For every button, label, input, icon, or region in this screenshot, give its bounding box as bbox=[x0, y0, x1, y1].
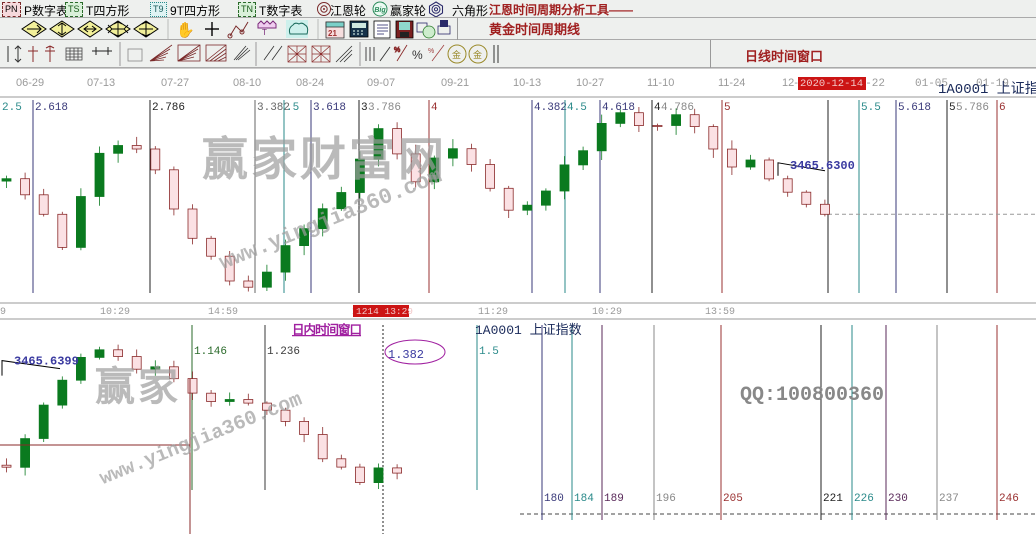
svg-text:5.5: 5.5 bbox=[861, 102, 881, 114]
svg-text:✋: ✋ bbox=[176, 21, 195, 39]
svg-text:21: 21 bbox=[328, 29, 337, 38]
svg-text:3465.6300: 3465.6300 bbox=[790, 159, 855, 173]
svg-text:180: 180 bbox=[544, 493, 564, 505]
svg-text:4.382: 4.382 bbox=[534, 102, 567, 114]
svg-text:QQ:100800360: QQ:100800360 bbox=[740, 384, 884, 407]
svg-text:10-13: 10-13 bbox=[513, 77, 541, 89]
svg-text:4: 4 bbox=[654, 102, 661, 114]
svg-text:06-29: 06-29 bbox=[16, 77, 44, 89]
svg-text:11-24: 11-24 bbox=[718, 77, 745, 89]
svg-text:赢家: 赢家 bbox=[95, 365, 181, 409]
svg-text:07-13: 07-13 bbox=[87, 77, 115, 89]
svg-text:Big: Big bbox=[374, 7, 386, 14]
svg-text:3.618: 3.618 bbox=[313, 102, 346, 114]
svg-text:07-27: 07-27 bbox=[161, 77, 189, 89]
svg-text:1.146: 1.146 bbox=[194, 346, 227, 358]
svg-text:9: 9 bbox=[0, 307, 6, 318]
svg-text:5: 5 bbox=[724, 102, 731, 114]
svg-text:4.618: 4.618 bbox=[602, 102, 635, 114]
svg-text:5.618: 5.618 bbox=[898, 102, 931, 114]
svg-text:2020-12-14: 2020-12-14 bbox=[800, 78, 863, 90]
svg-text:%: % bbox=[394, 47, 400, 54]
svg-text:08-24: 08-24 bbox=[296, 77, 324, 89]
svg-text:230: 230 bbox=[888, 493, 908, 505]
svg-text:4: 4 bbox=[431, 102, 438, 114]
svg-text:日内时间窗口: 日内时间窗口 bbox=[292, 322, 362, 337]
svg-text:1A0001 上证指数: 1A0001 上证指数 bbox=[938, 81, 1036, 98]
svg-text:1214 13:29: 1214 13:29 bbox=[356, 306, 413, 317]
svg-text:2.5: 2.5 bbox=[2, 102, 22, 114]
svg-text:246: 246 bbox=[999, 493, 1019, 505]
svg-text:2.786: 2.786 bbox=[152, 102, 185, 114]
svg-text:1A0001 上证指数: 1A0001 上证指数 bbox=[475, 323, 582, 338]
svg-text:%: % bbox=[428, 48, 434, 55]
svg-text:11:29: 11:29 bbox=[478, 307, 508, 318]
svg-text:4.5: 4.5 bbox=[567, 102, 587, 114]
svg-text:10-27: 10-27 bbox=[576, 77, 604, 89]
svg-text:2.618: 2.618 bbox=[35, 102, 68, 114]
svg-text:184: 184 bbox=[574, 493, 594, 505]
svg-text:3.786: 3.786 bbox=[368, 102, 401, 114]
svg-text:09-21: 09-21 bbox=[441, 77, 469, 89]
svg-text:.5: .5 bbox=[286, 102, 299, 114]
svg-text:金: 金 bbox=[473, 49, 482, 60]
svg-text:14:59: 14:59 bbox=[208, 307, 238, 318]
svg-text:%: % bbox=[412, 48, 423, 62]
svg-text:4.786: 4.786 bbox=[661, 102, 694, 114]
svg-text:13:59: 13:59 bbox=[705, 307, 735, 318]
svg-text:1.236: 1.236 bbox=[267, 346, 300, 358]
svg-text:金: 金 bbox=[452, 49, 461, 60]
svg-text:196: 196 bbox=[656, 493, 676, 505]
svg-text:3465.6399: 3465.6399 bbox=[14, 355, 79, 369]
svg-text:5: 5 bbox=[949, 102, 956, 114]
svg-text:3: 3 bbox=[361, 102, 368, 114]
svg-text:10:29: 10:29 bbox=[100, 307, 130, 318]
svg-text:221: 221 bbox=[823, 493, 843, 505]
svg-text:189: 189 bbox=[604, 493, 624, 505]
svg-text:205: 205 bbox=[723, 493, 743, 505]
svg-text:09-07: 09-07 bbox=[367, 77, 395, 89]
svg-text:11-10: 11-10 bbox=[647, 77, 674, 89]
svg-text:237: 237 bbox=[939, 493, 959, 505]
svg-text:T: T bbox=[262, 28, 267, 37]
svg-text:08-10: 08-10 bbox=[233, 77, 261, 89]
svg-text:10:29: 10:29 bbox=[592, 307, 622, 318]
svg-text:6: 6 bbox=[999, 102, 1006, 114]
svg-text:5.786: 5.786 bbox=[956, 102, 989, 114]
svg-text:1.5: 1.5 bbox=[479, 346, 499, 358]
svg-text:226: 226 bbox=[854, 493, 874, 505]
